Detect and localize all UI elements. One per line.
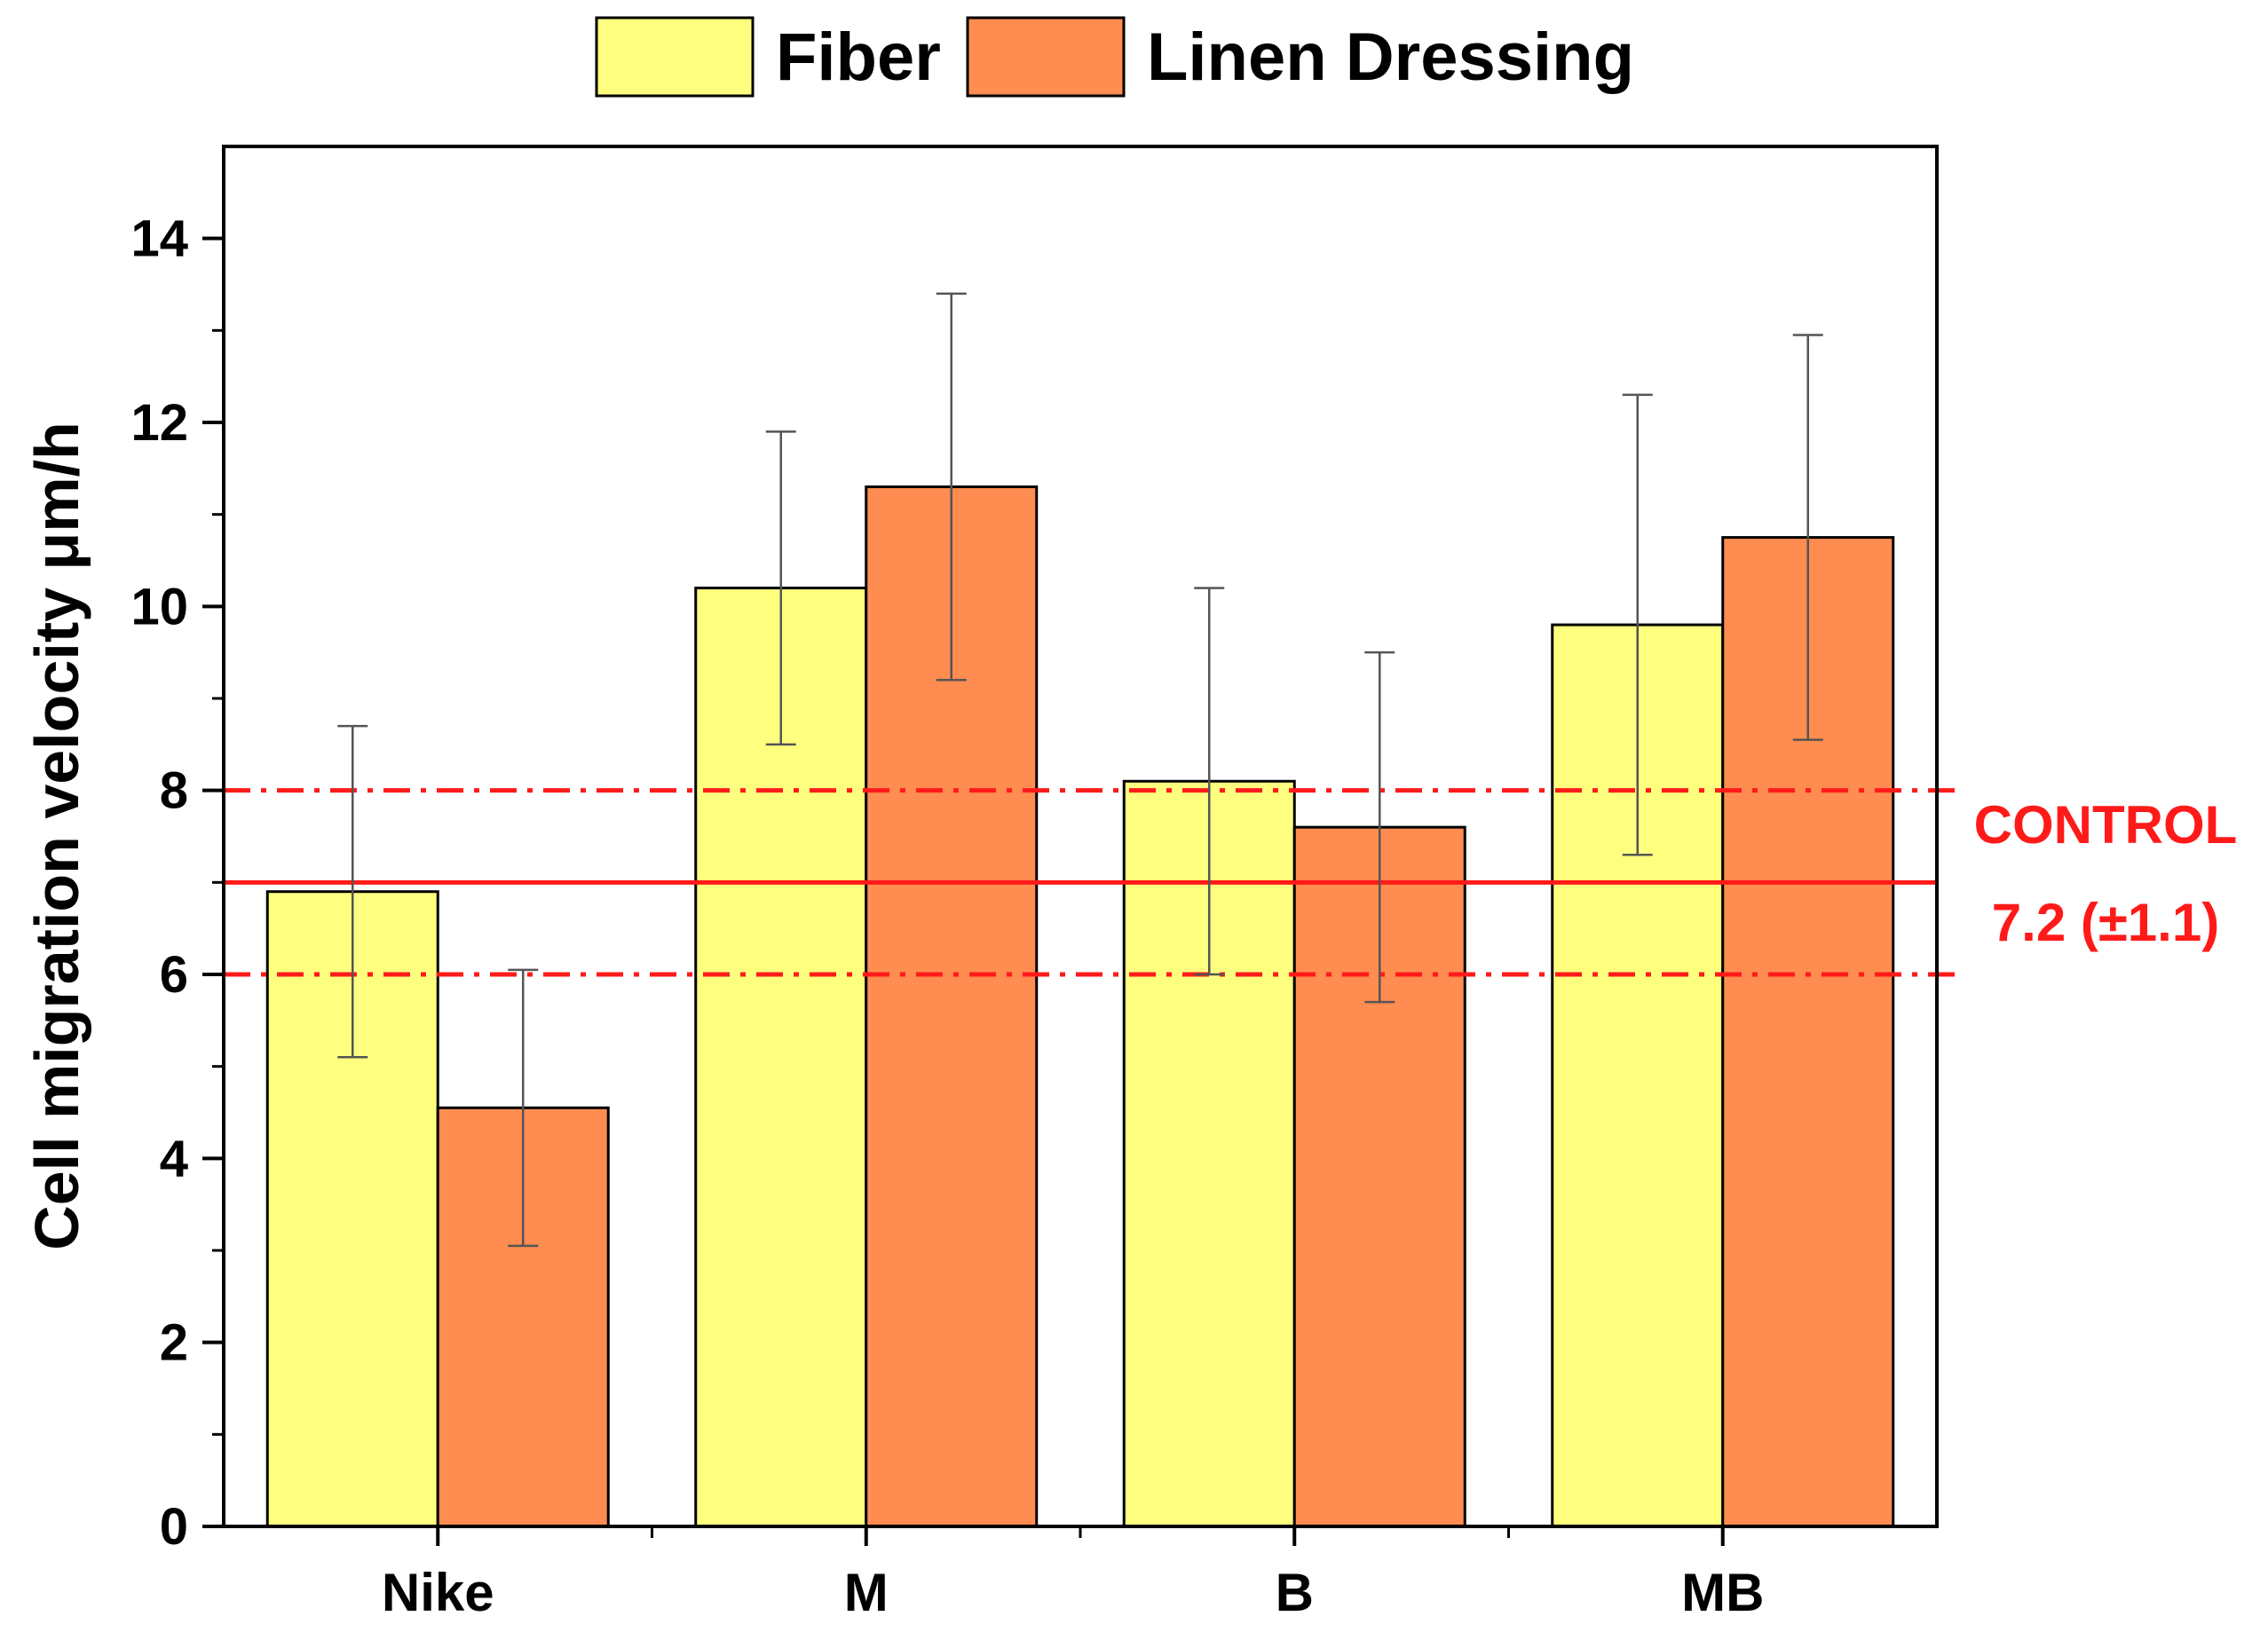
y-tick-label-8: 8 xyxy=(160,762,188,820)
legend-label-linen-dressing: Linen Dressing xyxy=(1147,20,1634,95)
control-value-label: 7.2 (±1.1) xyxy=(1992,893,2219,952)
error-bars-layer xyxy=(337,292,1823,1248)
y-tick-label-12: 12 xyxy=(130,394,188,452)
x-tick-label-mb: MB xyxy=(1681,1563,1764,1622)
plot-frame xyxy=(222,145,1939,1528)
x-tick-label-nike: Nike xyxy=(382,1563,494,1622)
y-tick-label-2: 2 xyxy=(160,1314,188,1372)
y-tick-label-6: 6 xyxy=(160,946,188,1004)
y-tick-label-0: 0 xyxy=(160,1498,188,1556)
x-tick-label-b: B xyxy=(1276,1563,1314,1622)
control-layer xyxy=(224,788,1964,977)
y-axis-label: Cell migration velocity μm/h xyxy=(22,422,91,1250)
bars-layer xyxy=(265,485,1895,1528)
y-tick-label-4: 4 xyxy=(160,1130,188,1187)
legend: Fiber Linen Dressing xyxy=(595,16,1634,98)
y-tick-label-14: 14 xyxy=(130,210,188,268)
control-label: CONTROL xyxy=(1974,795,2238,855)
legend-label-fiber: Fiber xyxy=(776,20,941,95)
y-tick-label-10: 10 xyxy=(130,578,188,635)
legend-swatch-linen-dressing xyxy=(966,16,1126,98)
legend-swatch-fiber xyxy=(595,16,755,98)
x-tick-label-m: M xyxy=(844,1563,889,1622)
